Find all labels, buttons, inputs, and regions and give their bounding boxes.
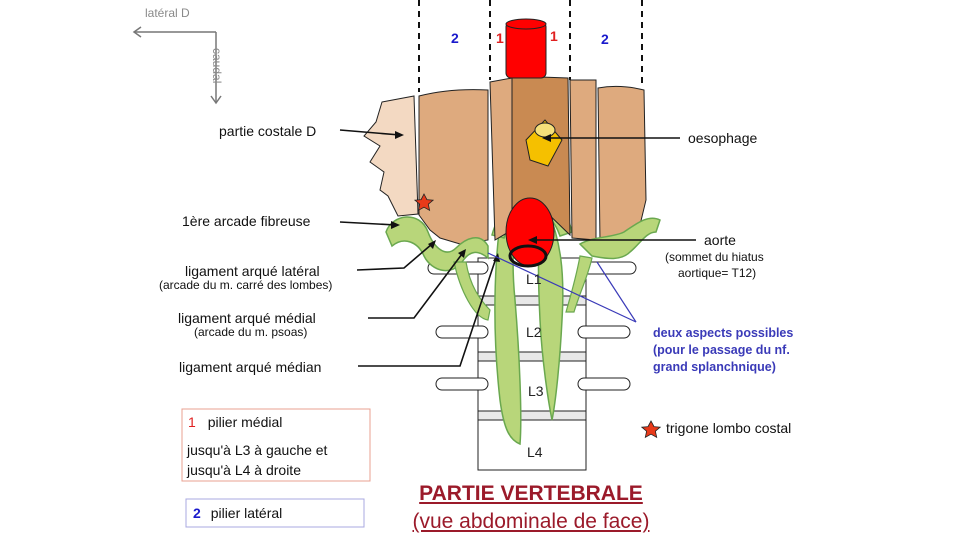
right-arcuate-ligament [578, 217, 661, 260]
legend-lateral-title: pilier latéral [210, 505, 283, 521]
label-arcade-fibreuse: 1ère arcade fibreuse [182, 213, 311, 229]
label-lig-medial: ligament arqué médial [178, 310, 316, 326]
legend-medial: 1 pilier médial [188, 414, 282, 430]
orientation-lateral: latéral D [145, 6, 190, 20]
lateral-arcuate-ligament [385, 216, 489, 272]
transverse-process [577, 325, 631, 339]
label-lig-median: ligament arqué médian [179, 359, 322, 375]
page-title: PARTIE VERTEBRALE [419, 482, 643, 505]
lig-psoas-arch-right [565, 255, 593, 313]
medial-pillar-right [537, 209, 564, 421]
legend-medial-line3: jusqu'à L4 à droite [187, 462, 301, 478]
intervertebral-disc [477, 410, 587, 421]
pillar-num-lateral-left: 2 [451, 30, 459, 46]
vertebra-body [477, 257, 587, 471]
medial-pillar-left [494, 209, 522, 446]
label-deux-aspects-3: grand splanchnique) [653, 360, 776, 374]
costal-part [363, 95, 419, 217]
legend-medial-title: pilier médial [207, 414, 283, 430]
blue-pointer-lines [487, 252, 637, 323]
lateral-pillar-right [597, 85, 647, 243]
transverse-process [435, 377, 489, 391]
legend-lateral-num: 2 [193, 505, 201, 521]
aorta-top [505, 18, 547, 79]
vertebra-label-l3: L3 [528, 383, 544, 399]
label-partie-costale: partie costale D [219, 123, 317, 139]
legend-lateral: 2 pilier latéral [193, 505, 282, 521]
oesophagus [525, 119, 563, 167]
lateral-pillar-left [418, 89, 489, 245]
label-trigone: trigone lombo costal [666, 420, 792, 436]
transverse-process [435, 325, 489, 339]
intervertebral-disc [477, 351, 587, 362]
label-oesophage: oesophage [688, 130, 758, 146]
pillar-num-medial-right: 1 [550, 28, 558, 44]
label-lig-lateral-sub: (arcade du m. carré des lombes) [159, 278, 333, 292]
orientation-arrows [132, 26, 222, 105]
dashed-guides [418, 0, 643, 92]
label-deux-aspects-2: (pour le passage du nf. [653, 343, 790, 357]
transverse-process [577, 377, 631, 391]
pillar-num-medial-left: 1 [496, 30, 504, 46]
label-aorte: aorte [704, 232, 736, 248]
label-aorte-sub1: (sommet du hiatus [665, 250, 764, 264]
vertebral-column [427, 257, 637, 471]
label-deux-aspects-1: deux aspects possibles [653, 326, 794, 340]
label-lig-medial-sub: (arcade du m. psoas) [194, 325, 308, 339]
legend-box-lateral [185, 498, 365, 528]
pillar-num-lateral-right: 2 [601, 31, 609, 47]
label-lig-lateral: ligament arqué latéral [185, 263, 320, 279]
muscle-columns [363, 75, 647, 245]
legend-medial-line2: jusqu'à L3 à gauche et [187, 442, 328, 458]
legend-box-medial [181, 408, 371, 482]
page-subtitle: (vue abdominale de face) [412, 510, 650, 533]
vertebra-label-l4: L4 [527, 444, 543, 460]
pointer-lines [339, 129, 696, 367]
legend-star-icon [640, 420, 662, 439]
label-aorte-sub2: aortique= T12) [678, 266, 757, 280]
legend-medial-num: 1 [188, 414, 196, 430]
orientation-caudal: caudal [210, 48, 224, 84]
aorta-hiatus [505, 197, 555, 268]
vertebra-label-l2: L2 [526, 324, 542, 340]
vertebra-label-l1: L1 [526, 271, 542, 287]
medial-column-right [569, 79, 597, 241]
trigone-star-icon [413, 193, 435, 212]
